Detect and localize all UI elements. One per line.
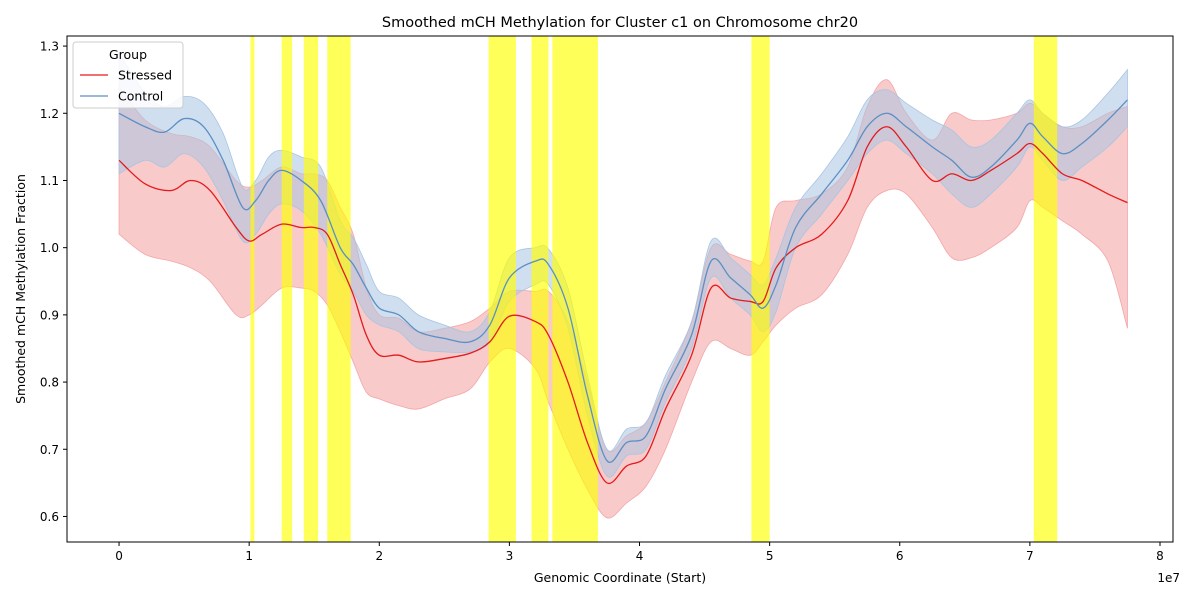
x-tick-label: 5 (766, 549, 774, 563)
x-axis-offset-label: 1e7 (1157, 571, 1180, 585)
ci-band-control (118, 51, 1128, 478)
y-tick-label: 1.1 (40, 174, 59, 188)
highlight-region (303, 36, 319, 542)
y-tick-label: 0.8 (40, 376, 59, 390)
x-tick-label: 7 (1026, 549, 1034, 563)
x-tick-label: 0 (115, 549, 123, 563)
y-tick-label: 1.0 (40, 241, 59, 255)
x-tick-label: 4 (636, 549, 644, 563)
legend: Group Stressed Control (72, 41, 184, 109)
y-tick-label: 1.2 (40, 107, 59, 121)
y-tick-label: 0.7 (40, 443, 59, 457)
y-tick-label: 1.3 (40, 40, 59, 54)
legend-box (72, 41, 184, 109)
x-axis-label: Genomic Coordinate (Start) (534, 570, 706, 585)
axes-frame (66, 35, 1174, 543)
highlight-region (327, 36, 351, 542)
series-line-control (118, 99, 1128, 463)
y-tick-label: 0.6 (40, 510, 59, 524)
highlight-region (281, 36, 293, 542)
highlight-region (552, 36, 598, 542)
legend-label-stressed: Stressed (118, 68, 172, 83)
x-tick-label: 2 (375, 549, 383, 563)
legend-label-control: Control (118, 89, 163, 104)
highlight-region (751, 36, 770, 542)
legend-title: Group (109, 47, 147, 62)
highlight-region (488, 36, 516, 542)
highlight-region (1033, 36, 1058, 542)
chart-title: Smoothed mCH Methylation for Cluster c1 … (382, 15, 858, 31)
highlight-region (250, 36, 255, 542)
x-tick-label: 3 (506, 549, 514, 563)
series-line-stressed (118, 126, 1128, 485)
y-tick-label: 0.9 (40, 308, 59, 322)
x-tick-label: 1 (245, 549, 253, 563)
x-tick-label: 6 (896, 549, 904, 563)
plot-area (118, 36, 1128, 542)
y-axis-label: Smoothed mCH Methylation Fraction (13, 174, 28, 404)
highlight-region (531, 36, 549, 542)
axes: 0 1 2 3 4 5 6 7 8 0.6 0.7 0.8 0.9 1.0 1.1 1.2 1.3 (40, 35, 1174, 563)
x-tick-label: 8 (1156, 549, 1164, 563)
